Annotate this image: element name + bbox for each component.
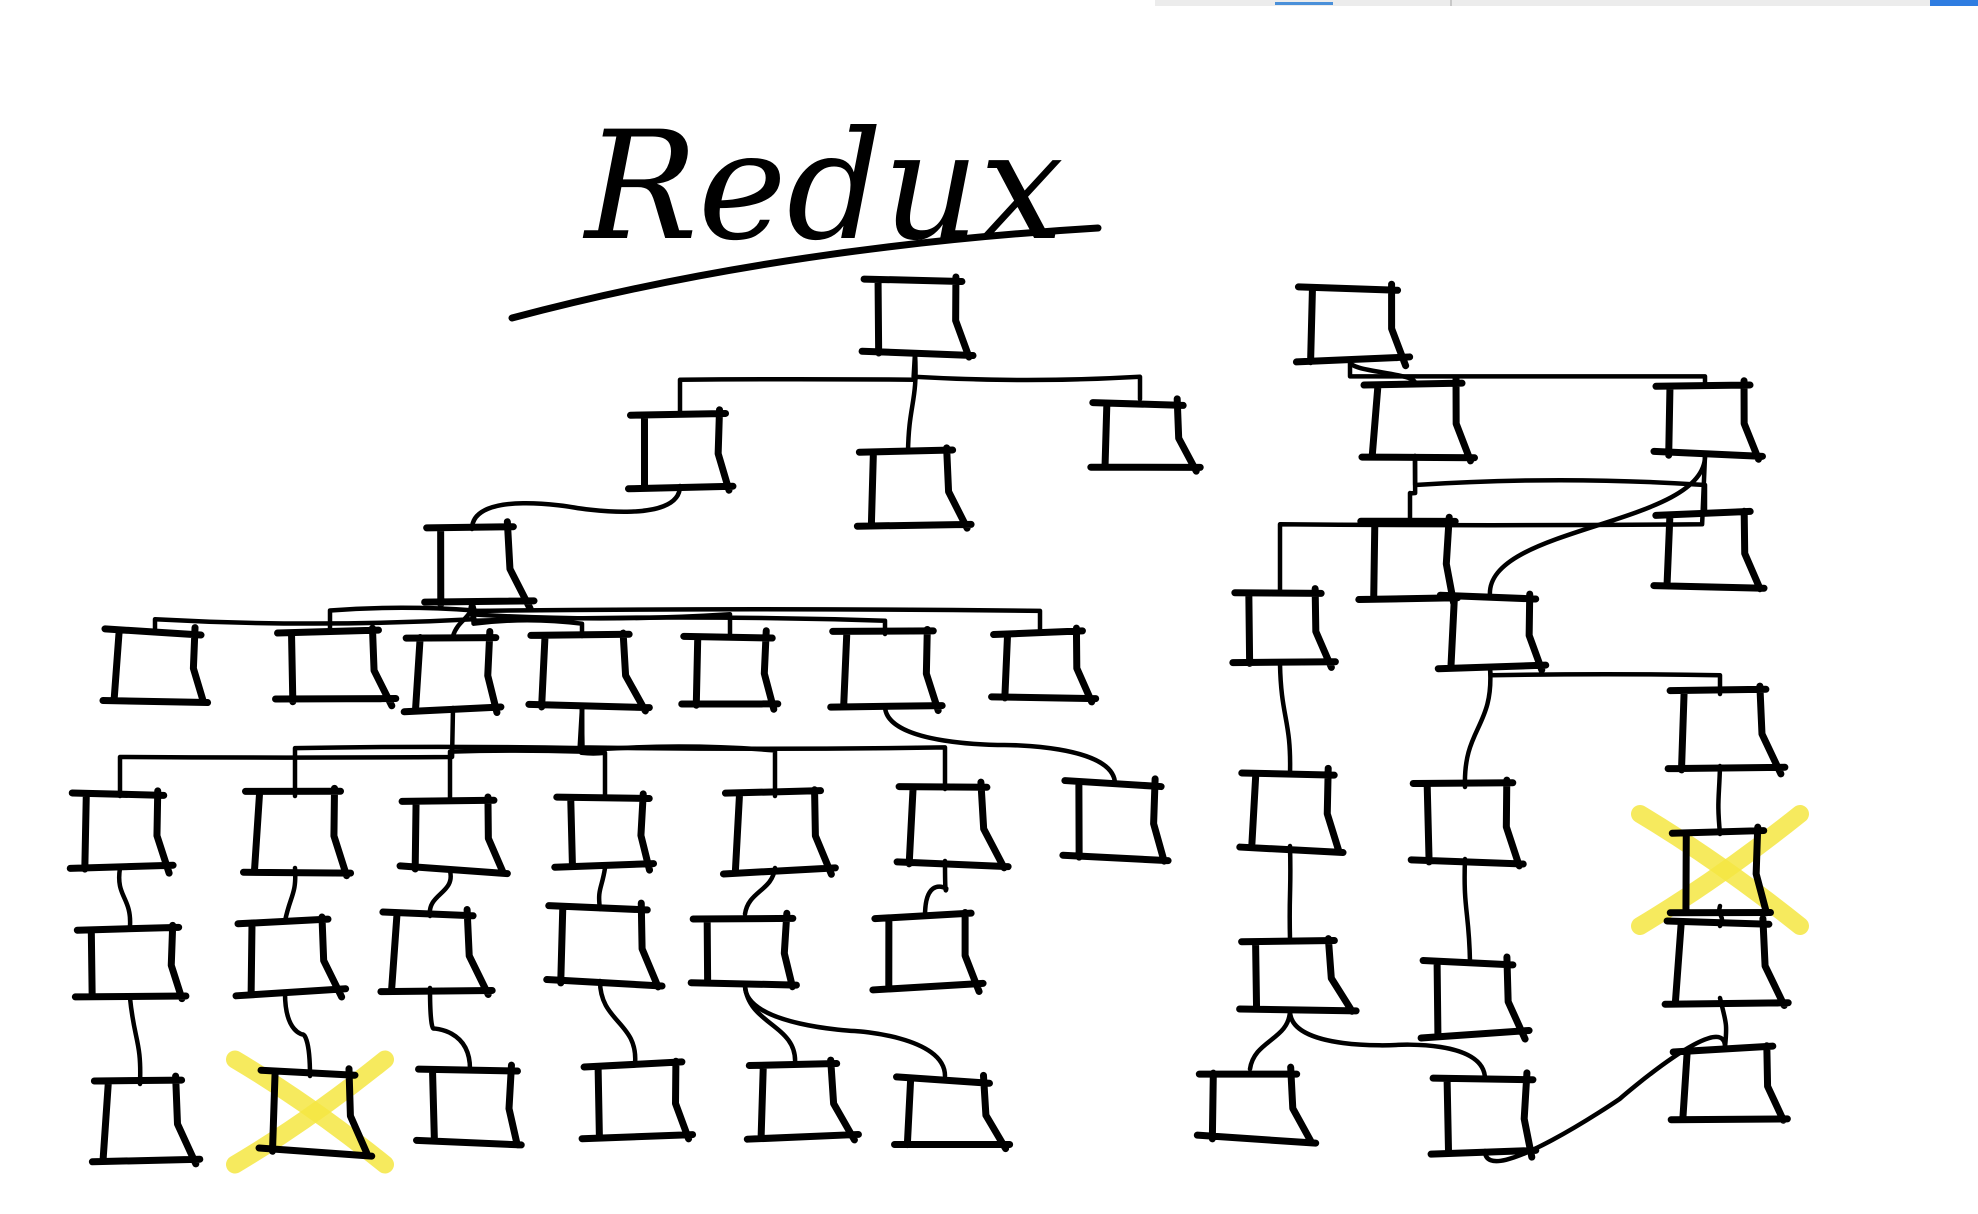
connector-line <box>1482 1035 1728 1164</box>
active-tab-indicator <box>1275 2 1333 5</box>
component-box <box>421 518 538 612</box>
component-box <box>232 913 350 1001</box>
component-box <box>413 1061 525 1149</box>
connector-line <box>1287 1008 1488 1082</box>
connector-line <box>597 978 638 1067</box>
component-box <box>551 790 658 874</box>
connector-line <box>292 705 585 799</box>
connector-line <box>469 483 683 532</box>
diagram-title: Redux <box>582 100 1064 274</box>
component-box <box>1434 590 1550 674</box>
component-box <box>1059 775 1172 865</box>
component-box <box>1667 1042 1791 1124</box>
component-box <box>400 627 505 717</box>
component-box <box>255 1065 376 1160</box>
connector-line <box>1287 843 1293 942</box>
component-box <box>893 778 1012 872</box>
component-box <box>99 624 212 707</box>
component-box <box>272 624 400 710</box>
component-box <box>678 627 782 713</box>
component-box <box>239 784 355 880</box>
component-box <box>869 909 987 995</box>
connector-line <box>742 983 798 1067</box>
connector-line <box>922 858 949 919</box>
connector-line <box>911 350 1143 402</box>
component-box <box>1650 377 1766 463</box>
component-box <box>827 625 946 715</box>
connector-line <box>1462 856 1473 965</box>
component-box <box>1661 915 1792 1009</box>
component-box <box>525 629 653 715</box>
connector-line <box>427 868 453 919</box>
connector-line <box>117 705 456 799</box>
component-box <box>1193 1063 1320 1147</box>
connector-line <box>467 598 1043 632</box>
component-box <box>71 921 190 1003</box>
connector-line <box>1407 453 1418 527</box>
connector-line <box>577 705 948 792</box>
component-box <box>1407 776 1527 870</box>
component-box <box>1236 935 1360 1015</box>
component-box <box>1229 585 1339 671</box>
component-box <box>1650 507 1768 593</box>
component-box <box>743 1056 862 1144</box>
component-box <box>687 909 800 991</box>
connector-line <box>1277 661 1293 777</box>
connector-line <box>282 990 313 1079</box>
component-box <box>624 406 737 494</box>
component-box <box>543 899 666 991</box>
connector-line <box>1412 453 1708 517</box>
component-box <box>1087 395 1204 475</box>
connector-line <box>1716 763 1723 837</box>
connector-line <box>1247 1008 1293 1072</box>
connector-line <box>327 598 477 634</box>
highlight-x-mark <box>1631 805 1809 935</box>
connector-line <box>1462 665 1493 790</box>
component-box <box>1292 280 1414 370</box>
connector-line <box>447 705 585 802</box>
component-box <box>1355 513 1462 607</box>
component-box <box>1664 682 1789 778</box>
connector-line <box>596 865 608 912</box>
component-box <box>1427 1069 1540 1161</box>
connector-line <box>677 350 918 417</box>
component-box <box>1358 375 1478 465</box>
highlight-x-mark <box>226 1050 394 1174</box>
component-box <box>396 793 511 878</box>
connector-line <box>127 995 143 1087</box>
component-box <box>88 1072 204 1168</box>
connector-line <box>116 865 133 929</box>
connector-line <box>1347 358 1708 387</box>
title-underline <box>508 224 1102 322</box>
component-box <box>377 906 496 998</box>
component-box <box>891 1071 1014 1153</box>
connector-line <box>469 598 888 637</box>
component-box <box>858 273 977 361</box>
component-box <box>1417 953 1533 1043</box>
toolbar-accent-block <box>1930 0 1978 6</box>
component-box <box>1236 764 1347 857</box>
connector-line <box>1487 665 1723 697</box>
connector-lines <box>116 350 1729 1164</box>
component-box <box>1666 823 1774 917</box>
top-toolbar-strip <box>1155 0 1978 6</box>
component-box <box>66 787 177 877</box>
component-box <box>719 786 839 878</box>
title-group: Redux <box>508 100 1102 322</box>
connector-line <box>1277 453 1708 595</box>
connector-line <box>579 705 778 799</box>
connector-line <box>579 705 608 799</box>
toolbar-divider <box>1450 0 1452 6</box>
connector-line <box>1487 453 1708 599</box>
connector-line <box>882 703 1118 787</box>
component-box <box>988 624 1100 706</box>
component-boxes <box>66 273 1792 1168</box>
connector-line <box>427 985 473 1072</box>
connector-line <box>742 983 948 1079</box>
component-box <box>853 444 975 532</box>
connector-line <box>152 598 476 632</box>
component-box <box>578 1057 697 1143</box>
